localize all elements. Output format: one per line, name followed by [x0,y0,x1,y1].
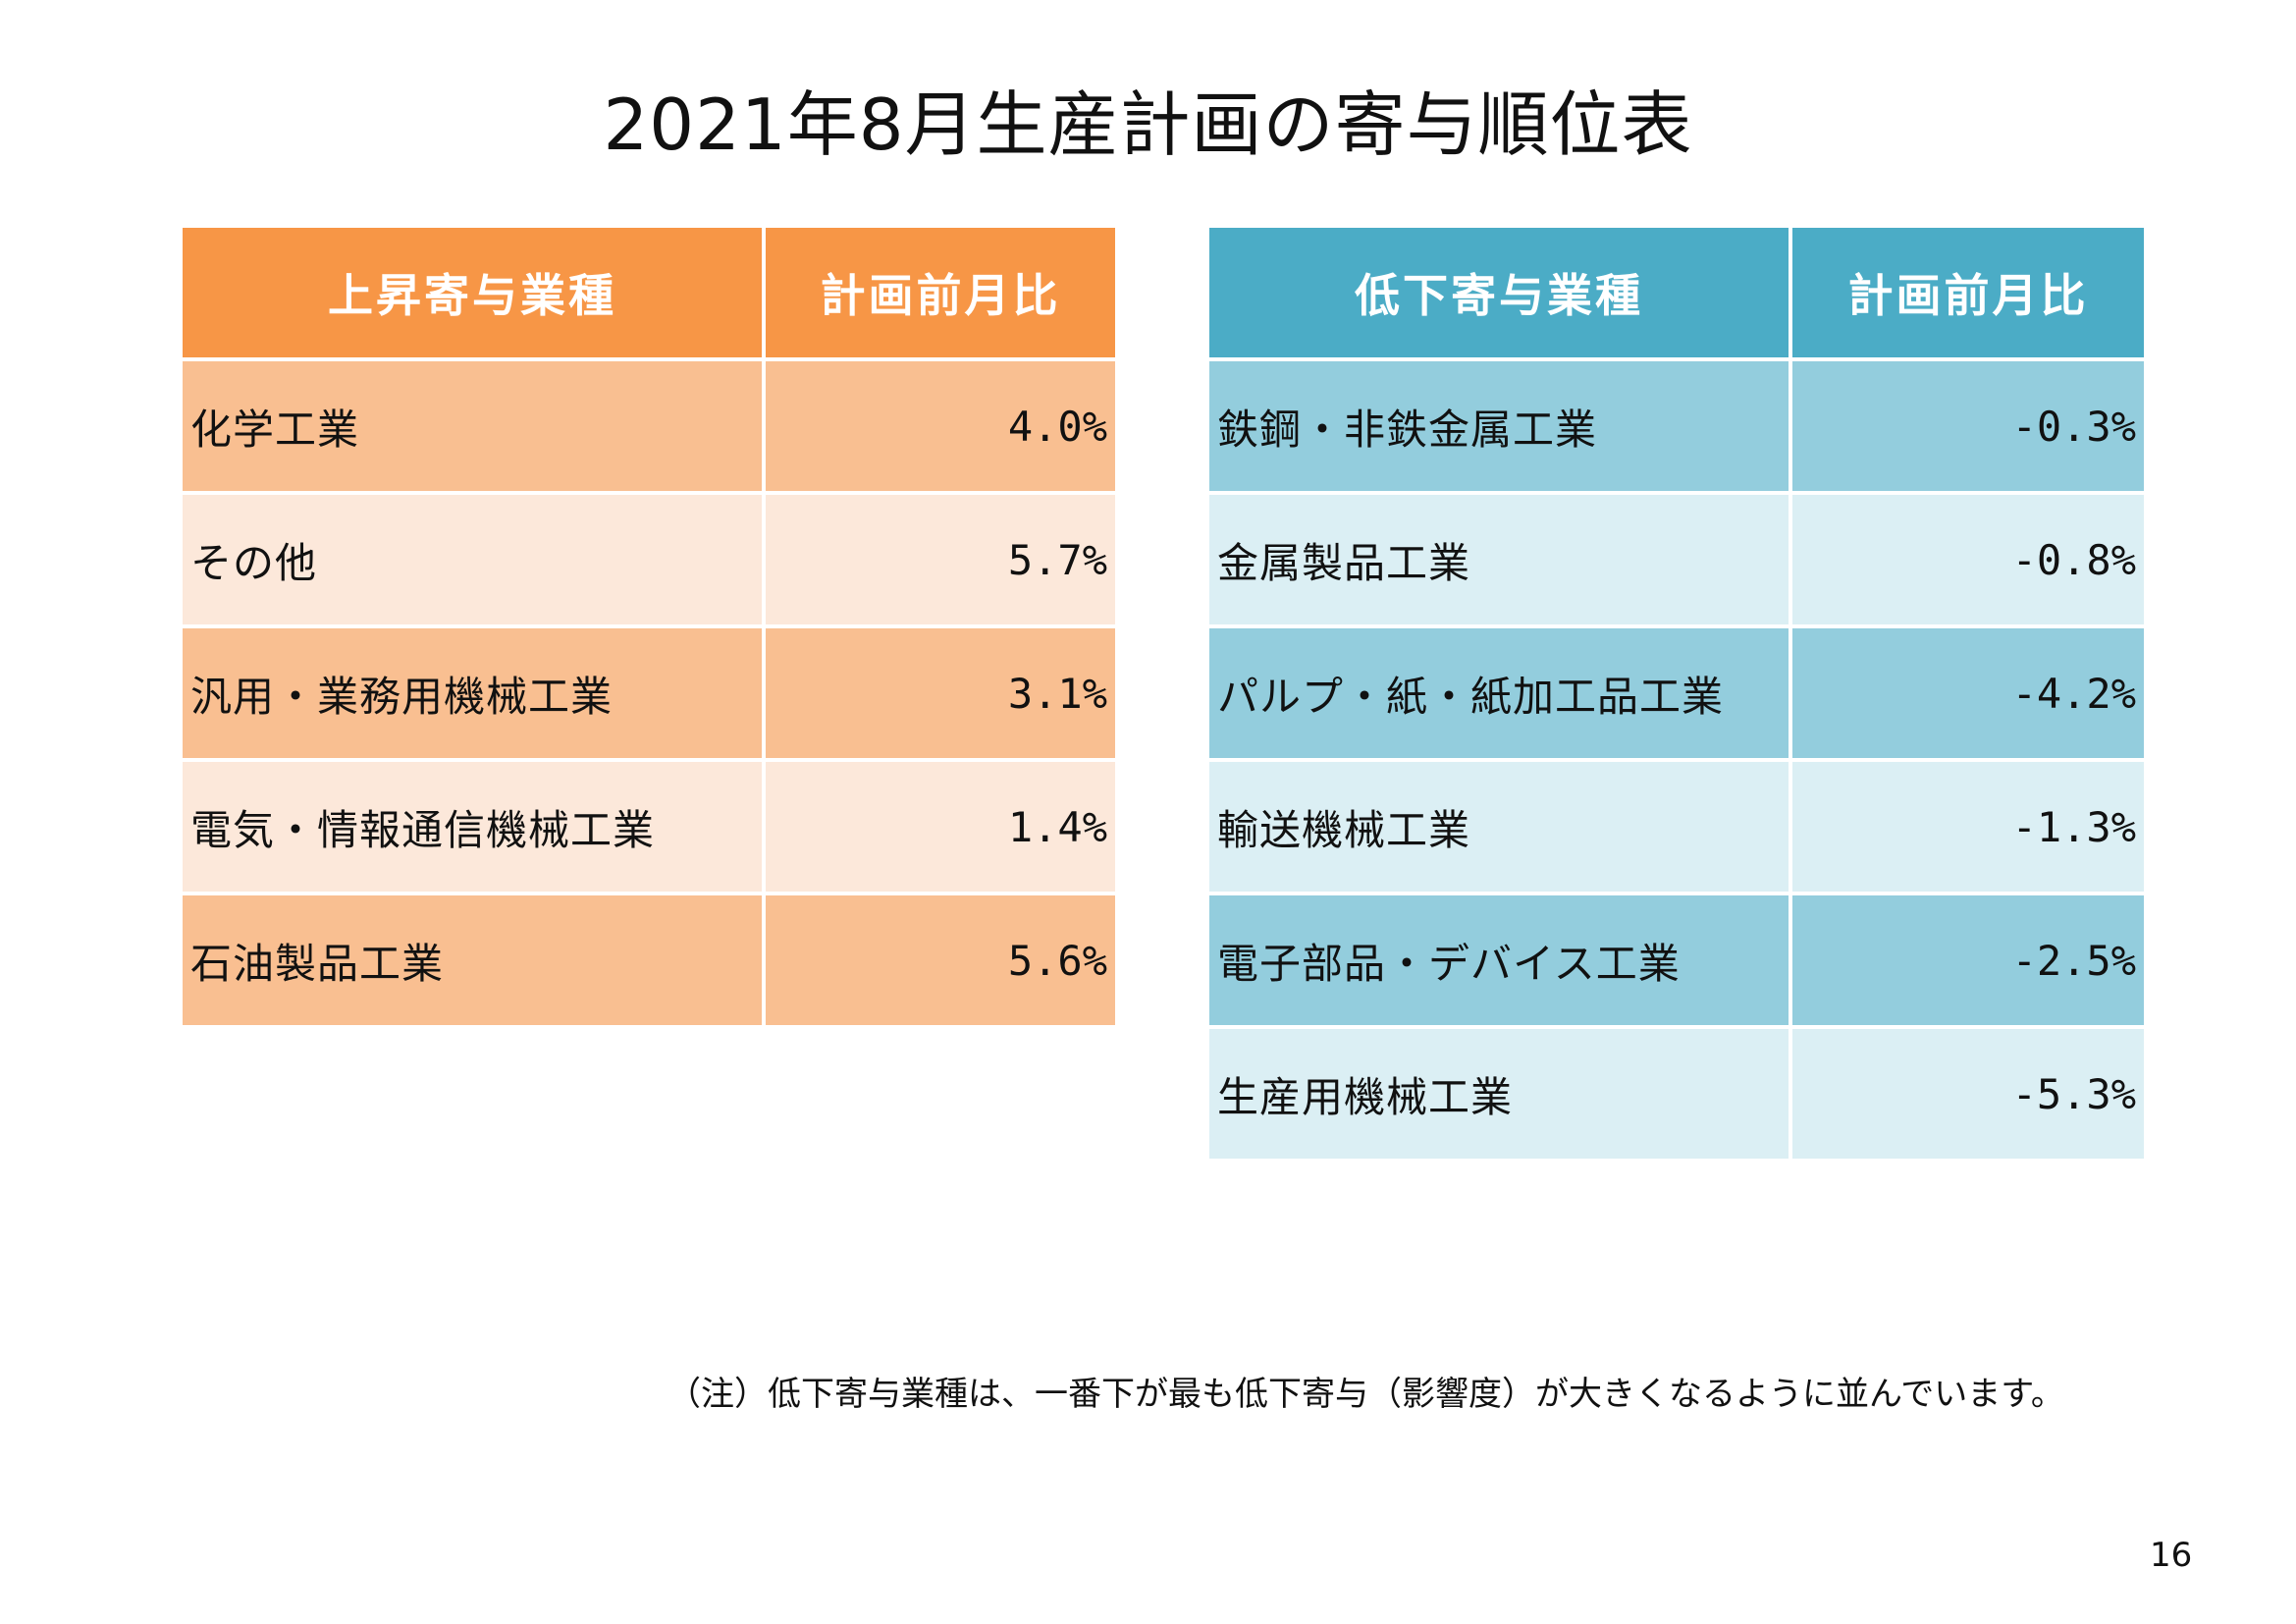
industry-name-cell: 汎用・業務用機械工業 [179,624,766,762]
mom-ratio-cell: 4.0% [762,357,1119,495]
table-row: 生産用機械工業 -5.3% [1205,1025,2148,1163]
decrease-header-industry: 低下寄与業種 [1205,224,1792,361]
table-row: 輸送機械工業 -1.3% [1205,758,2148,895]
mom-ratio-cell: -4.2% [1789,624,2148,762]
table-row: 電子部品・デバイス工業 -2.5% [1205,892,2148,1029]
increase-header-industry: 上昇寄与業種 [179,224,766,361]
mom-ratio-cell: 1.4% [762,758,1119,895]
industry-name-cell: 鉄鋼・非鉄金属工業 [1205,357,1792,495]
industry-name-cell: 生産用機械工業 [1205,1025,1792,1163]
increase-contribution-table: 上昇寄与業種 計画前月比 化学工業 4.0% その他 5.7% 汎用・業務用機械… [179,224,1119,1029]
table-row: 汎用・業務用機械工業 3.1% [179,624,1119,762]
table-row: 電気・情報通信機械工業 1.4% [179,758,1119,895]
mom-ratio-cell: 5.6% [762,892,1119,1029]
table-row: 化学工業 4.0% [179,357,1119,495]
increase-header-mom-ratio: 計画前月比 [762,224,1119,361]
industry-name-cell: 金属製品工業 [1205,491,1792,628]
table-row: 鉄鋼・非鉄金属工業 -0.3% [1205,357,2148,495]
industry-name-cell: 輸送機械工業 [1205,758,1792,895]
decrease-table-header-row: 低下寄与業種 計画前月比 [1205,224,2148,361]
decrease-header-mom-ratio: 計画前月比 [1789,224,2148,361]
industry-name-cell: 電子部品・デバイス工業 [1205,892,1792,1029]
mom-ratio-cell: -1.3% [1789,758,2148,895]
mom-ratio-cell: -2.5% [1789,892,2148,1029]
page-number: 16 [2150,1536,2193,1575]
table-row: 石油製品工業 5.6% [179,892,1119,1029]
table-row: パルプ・紙・紙加工品工業 -4.2% [1205,624,2148,762]
industry-name-cell: その他 [179,491,766,628]
page-title: 2021年8月生産計画の寄与順位表 [603,83,1693,166]
industry-name-cell: 化学工業 [179,357,766,495]
table-row: 金属製品工業 -0.8% [1205,491,2148,628]
table-row: その他 5.7% [179,491,1119,628]
decrease-contribution-table: 低下寄与業種 計画前月比 鉄鋼・非鉄金属工業 -0.3% 金属製品工業 -0.8… [1205,224,2148,1163]
industry-name-cell: 石油製品工業 [179,892,766,1029]
industry-name-cell: パルプ・紙・紙加工品工業 [1205,624,1792,762]
increase-table-header-row: 上昇寄与業種 計画前月比 [179,224,1119,361]
mom-ratio-cell: -0.3% [1789,357,2148,495]
mom-ratio-cell: -0.8% [1789,491,2148,628]
mom-ratio-cell: -5.3% [1789,1025,2148,1163]
footnote: （注）低下寄与業種は、一番下が最も低下寄与（影響度）が大きくなるように並んでいま… [667,1375,2064,1414]
mom-ratio-cell: 5.7% [762,491,1119,628]
industry-name-cell: 電気・情報通信機械工業 [179,758,766,895]
mom-ratio-cell: 3.1% [762,624,1119,762]
